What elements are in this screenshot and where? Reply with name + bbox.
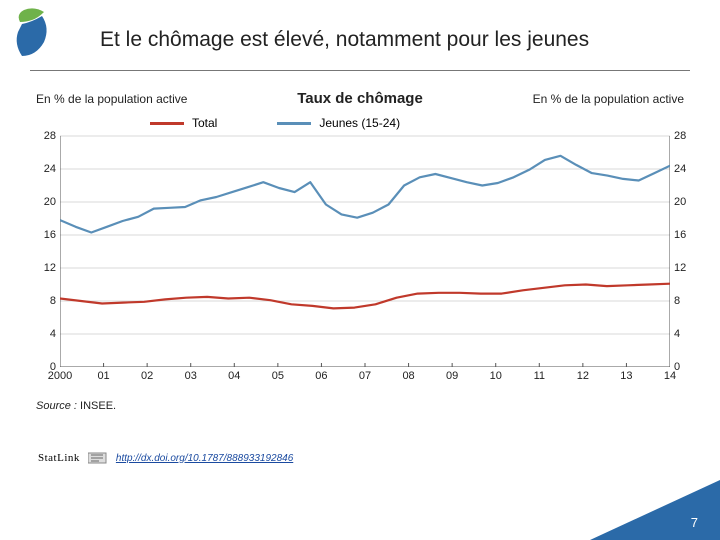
statlink-link[interactable]: http://dx.doi.org/10.1787/888933192846	[116, 453, 293, 464]
page-corner	[590, 480, 720, 540]
source-value: INSEE.	[80, 400, 116, 412]
oecd-logo	[14, 8, 54, 69]
y-axis-right: 0481216202428	[670, 112, 690, 367]
y-axis-left: 0481216202428	[40, 112, 60, 367]
chart-source: Source : INSEE.	[36, 400, 116, 412]
line-chart	[60, 112, 670, 367]
source-label: Source :	[36, 400, 77, 412]
statlink-icon	[88, 452, 108, 464]
y-axis-label-right: En % de la population active	[533, 92, 684, 106]
statlink-row: StatLink http://dx.doi.org/10.1787/88893…	[38, 452, 293, 464]
page-number: 7	[691, 515, 698, 530]
page-title: Et le chômage est élevé, notamment pour …	[100, 28, 589, 52]
title-divider	[30, 70, 690, 71]
statlink-label: StatLink	[38, 452, 80, 464]
